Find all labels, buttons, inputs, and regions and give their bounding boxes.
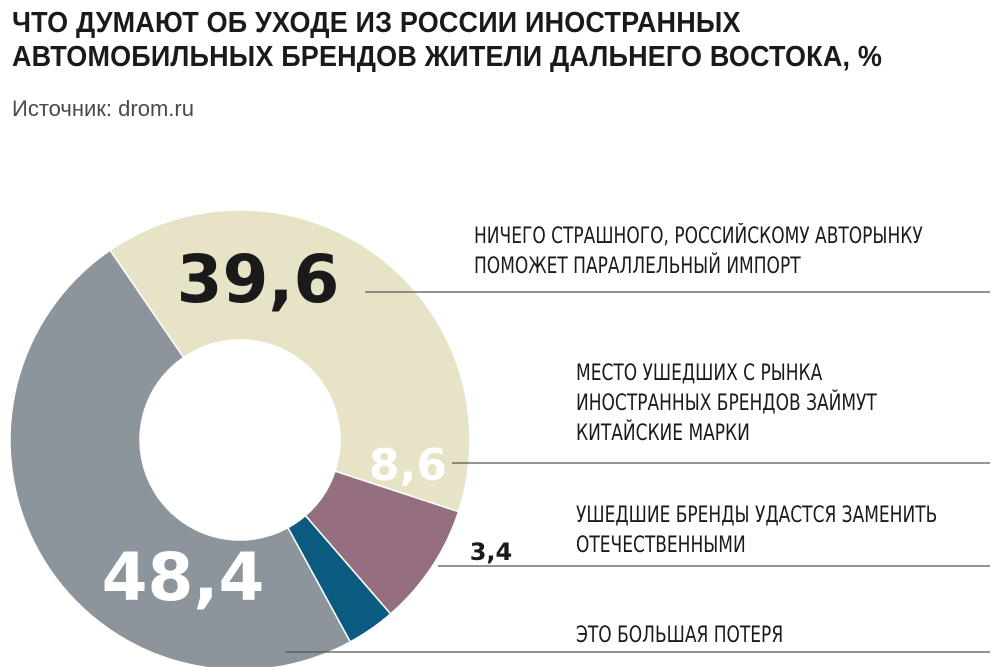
legend-label-line: МЕСТО УШЕДШИХ С РЫНКА — [576, 361, 823, 386]
legend-label-domestic-brands: УШЕДШИЕ БРЕНДЫ УДАСТСЯ ЗАМЕНИТЬ ОТЕЧЕСТВ… — [576, 501, 937, 561]
legend-label-line: ИНОСТРАННЫХ БРЕНДОВ ЗАЙМУТ — [576, 391, 877, 416]
value-label-big-loss: 48,4 — [102, 539, 265, 616]
value-label-chinese-brands: 8,6 — [369, 440, 447, 491]
chart-title-line-2: АВТОМОБИЛЬНЫХ БРЕНДОВ ЖИТЕЛИ ДАЛЬНЕГО ВО… — [12, 41, 883, 73]
legend-label-chinese-brands: МЕСТО УШЕДШИХ С РЫНКА ИНОСТРАННЫХ БРЕНДО… — [576, 359, 877, 449]
legend-label-line: ЭТО БОЛЬШАЯ ПОТЕРЯ — [576, 623, 784, 648]
legend-label-parallel-import: НИЧЕГО СТРАШНОГО, РОССИЙСКОМУ АВТОРЫНКУ … — [474, 222, 923, 282]
chart-source: Источник: drom.ru — [12, 96, 194, 121]
value-label-parallel-import: 39,6 — [177, 241, 340, 318]
slice-big-loss — [9, 249, 352, 667]
legend-label-line: ПОМОЖЕТ ПАРАЛЛЕЛЬНЫЙ ИМПОРТ — [474, 254, 801, 279]
chart-title: ЧТО ДУМАЮТ ОБ УХОДЕ ИЗ РОССИИ ИНОСТРАННЫ… — [12, 6, 923, 74]
chart-title-line-1: ЧТО ДУМАЮТ ОБ УХОДЕ ИЗ РОССИИ ИНОСТРАННЫ… — [12, 7, 741, 39]
legend-label-big-loss: ЭТО БОЛЬШАЯ ПОТЕРЯ — [576, 621, 783, 651]
legend-label-line: УШЕДШИЕ БРЕНДЫ УДАСТСЯ ЗАМЕНИТЬ — [576, 503, 938, 528]
legend-label-line: КИТАЙСКИЕ МАРКИ — [576, 421, 750, 446]
value-label-domestic-brands: 3,4 — [470, 538, 513, 566]
legend-label-line: ОТЕЧЕСТВЕННЫМИ — [576, 533, 746, 558]
slice-parallel-import — [109, 209, 471, 513]
legend-label-line: НИЧЕГО СТРАШНОГО, РОССИЙСКОМУ АВТОРЫНКУ — [474, 224, 923, 249]
